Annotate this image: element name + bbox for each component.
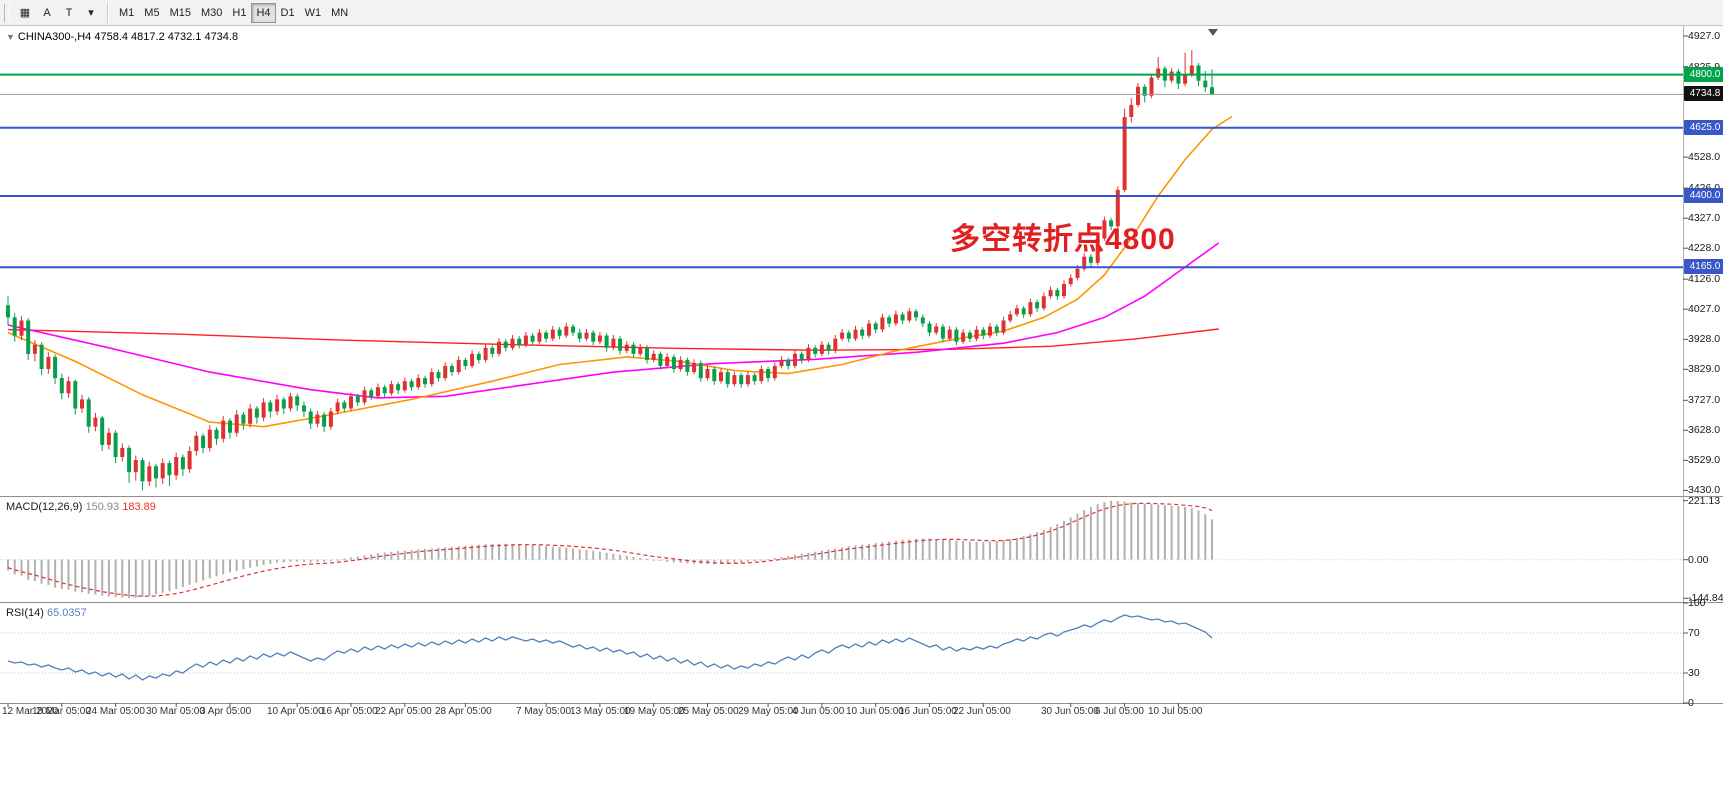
toolbar-separator	[107, 2, 109, 23]
price-scale-label: 3628.0	[1688, 424, 1721, 436]
one-click-trading-toggle-icon[interactable]: ▼	[6, 32, 15, 42]
timeframe-button-M1[interactable]: M1	[119, 6, 135, 19]
time-axis-label: 29 May 05:00	[738, 706, 799, 717]
chart-shift-marker[interactable]	[1208, 29, 1218, 36]
timeframe-button-D1[interactable]: D1	[280, 6, 295, 19]
tool-button-group: ▦ A T ▾	[14, 3, 102, 23]
rsi-value: 65.0357	[46, 607, 87, 619]
macd-indicator-label: MACD(12,26,9) 150.93 183.89	[6, 501, 156, 513]
rsi-scale-label: 0	[1688, 697, 1694, 709]
price-scale-label: 4528.0	[1688, 151, 1721, 163]
time-axis-label: 4 Jun 05:00	[792, 706, 845, 717]
candles-layer	[6, 50, 1214, 491]
macd-main-value: 150.93	[85, 501, 120, 513]
time-axis-label: 25 May 05:00	[678, 706, 739, 717]
timeframe-button-H1[interactable]: H1	[232, 6, 247, 19]
price-scale-label: 4126.0	[1688, 273, 1721, 285]
ohlc-values: 4758.4 4817.2 4732.1 4734.8	[94, 31, 239, 43]
timeframe-button-M30[interactable]: M30	[200, 6, 223, 19]
objects-dropdown-button[interactable]: ▾	[88, 6, 94, 19]
rsi-scale-label: 30	[1688, 667, 1700, 679]
price-scale-label: 3727.0	[1688, 394, 1721, 406]
price-scale-label: 4228.0	[1688, 242, 1721, 254]
time-axis-label: 22 Apr 05:00	[375, 706, 432, 717]
price-badge: 4400.0	[1684, 188, 1723, 203]
time-axis-label: 30 Mar 05:00	[146, 706, 205, 717]
macd-layer	[0, 500, 1683, 599]
text-tool-button[interactable]: A	[43, 6, 51, 19]
timeframe-button-M5[interactable]: M5	[144, 6, 160, 19]
horizontal-lines-layer	[0, 73, 1683, 269]
chart-annotation-text[interactable]: 多空转折点4800	[950, 223, 1176, 256]
price-badge: 4800.0	[1684, 67, 1723, 82]
toolbar-grip[interactable]	[4, 3, 10, 22]
macd-scale-label: -144.84	[1688, 592, 1723, 604]
price-scale-label: 4027.0	[1688, 303, 1721, 315]
rsi-scale-label: 70	[1688, 627, 1700, 639]
time-axis-label: 3 Apr 05:00	[200, 706, 252, 717]
macd-name: MACD(12,26,9)	[6, 501, 83, 513]
moving-averages-layer	[7, 115, 1233, 428]
macd-scale-label: 0.00	[1688, 554, 1709, 566]
time-axis-label: 13 May 05:00	[570, 706, 631, 717]
time-axis-label: 30 Jun 05:00	[1041, 706, 1099, 717]
price-scale-label: 3829.0	[1688, 363, 1721, 375]
time-axis-label: 10 Jun 05:00	[846, 706, 904, 717]
symbol-period-label: CHINA300-,H4	[17, 31, 92, 43]
chart-grid-button[interactable]: ▦	[19, 6, 31, 19]
price-scale-label: 4927.0	[1688, 30, 1721, 42]
macd-signal-value: 183.89	[122, 501, 156, 513]
chart-title: ▼ CHINA300-,H4 4758.4 4817.2 4732.1 4734.…	[6, 31, 238, 43]
time-axis-label: 7 May 05:00	[516, 706, 572, 717]
time-axis-label: 18 Mar 05:00	[32, 706, 91, 717]
price-scale-label: 4327.0	[1688, 212, 1721, 224]
chart-area: ▼ CHINA300-,H4 4758.4 4817.2 4732.1 4734.…	[0, 26, 1723, 796]
timeframe-button-MN[interactable]: MN	[331, 6, 349, 19]
time-axis-label: 28 Apr 05:00	[435, 706, 492, 717]
scale-ticks-layer	[7, 35, 1688, 707]
time-axis-label: 16 Apr 05:00	[321, 706, 378, 717]
timeframe-button-W1[interactable]: W1	[304, 6, 322, 19]
timeframe-button-group: M1 M5 M15 M30 H1 H4 D1 W1 MN	[114, 2, 353, 23]
time-axis-label: 24 Mar 05:00	[86, 706, 145, 717]
time-axis-label: 16 Jun 05:00	[899, 706, 957, 717]
macd-scale-label: 221.13	[1688, 495, 1721, 507]
chart-canvas[interactable]	[0, 26, 1723, 718]
text-label-tool-button[interactable]: T	[65, 6, 73, 19]
panel-borders-layer	[0, 26, 1723, 704]
time-axis-label: 10 Apr 05:00	[267, 706, 324, 717]
time-axis-label: 22 Jun 05:00	[953, 706, 1011, 717]
rsi-scale-label: 100	[1688, 597, 1706, 609]
time-axis-label: 10 Jul 05:00	[1148, 706, 1203, 717]
timeframe-button-H4[interactable]: H4	[251, 2, 276, 23]
price-scale-label: 3928.0	[1688, 333, 1721, 345]
price-badge: 4165.0	[1684, 259, 1723, 274]
time-axis-label: 19 May 05:00	[624, 706, 685, 717]
time-axis-label: 12 Mar 2020	[2, 706, 59, 717]
toolbar: ▦ A T ▾ M1 M5 M15 M30 H1 H4 D1 W1 MN	[0, 0, 1723, 26]
price-scale-label: 3529.0	[1688, 454, 1721, 466]
price-badge: 4734.8	[1684, 86, 1723, 101]
price-badge: 4625.0	[1684, 120, 1723, 135]
price-scale-label: 3430.0	[1688, 484, 1721, 496]
timeframe-button-M15[interactable]: M15	[169, 6, 191, 19]
rsi-name: RSI(14)	[6, 607, 44, 619]
rsi-indicator-label: RSI(14) 65.0357	[6, 607, 87, 619]
time-axis-label: 6 Jul 05:00	[1095, 706, 1144, 717]
rsi-layer	[0, 614, 1683, 681]
